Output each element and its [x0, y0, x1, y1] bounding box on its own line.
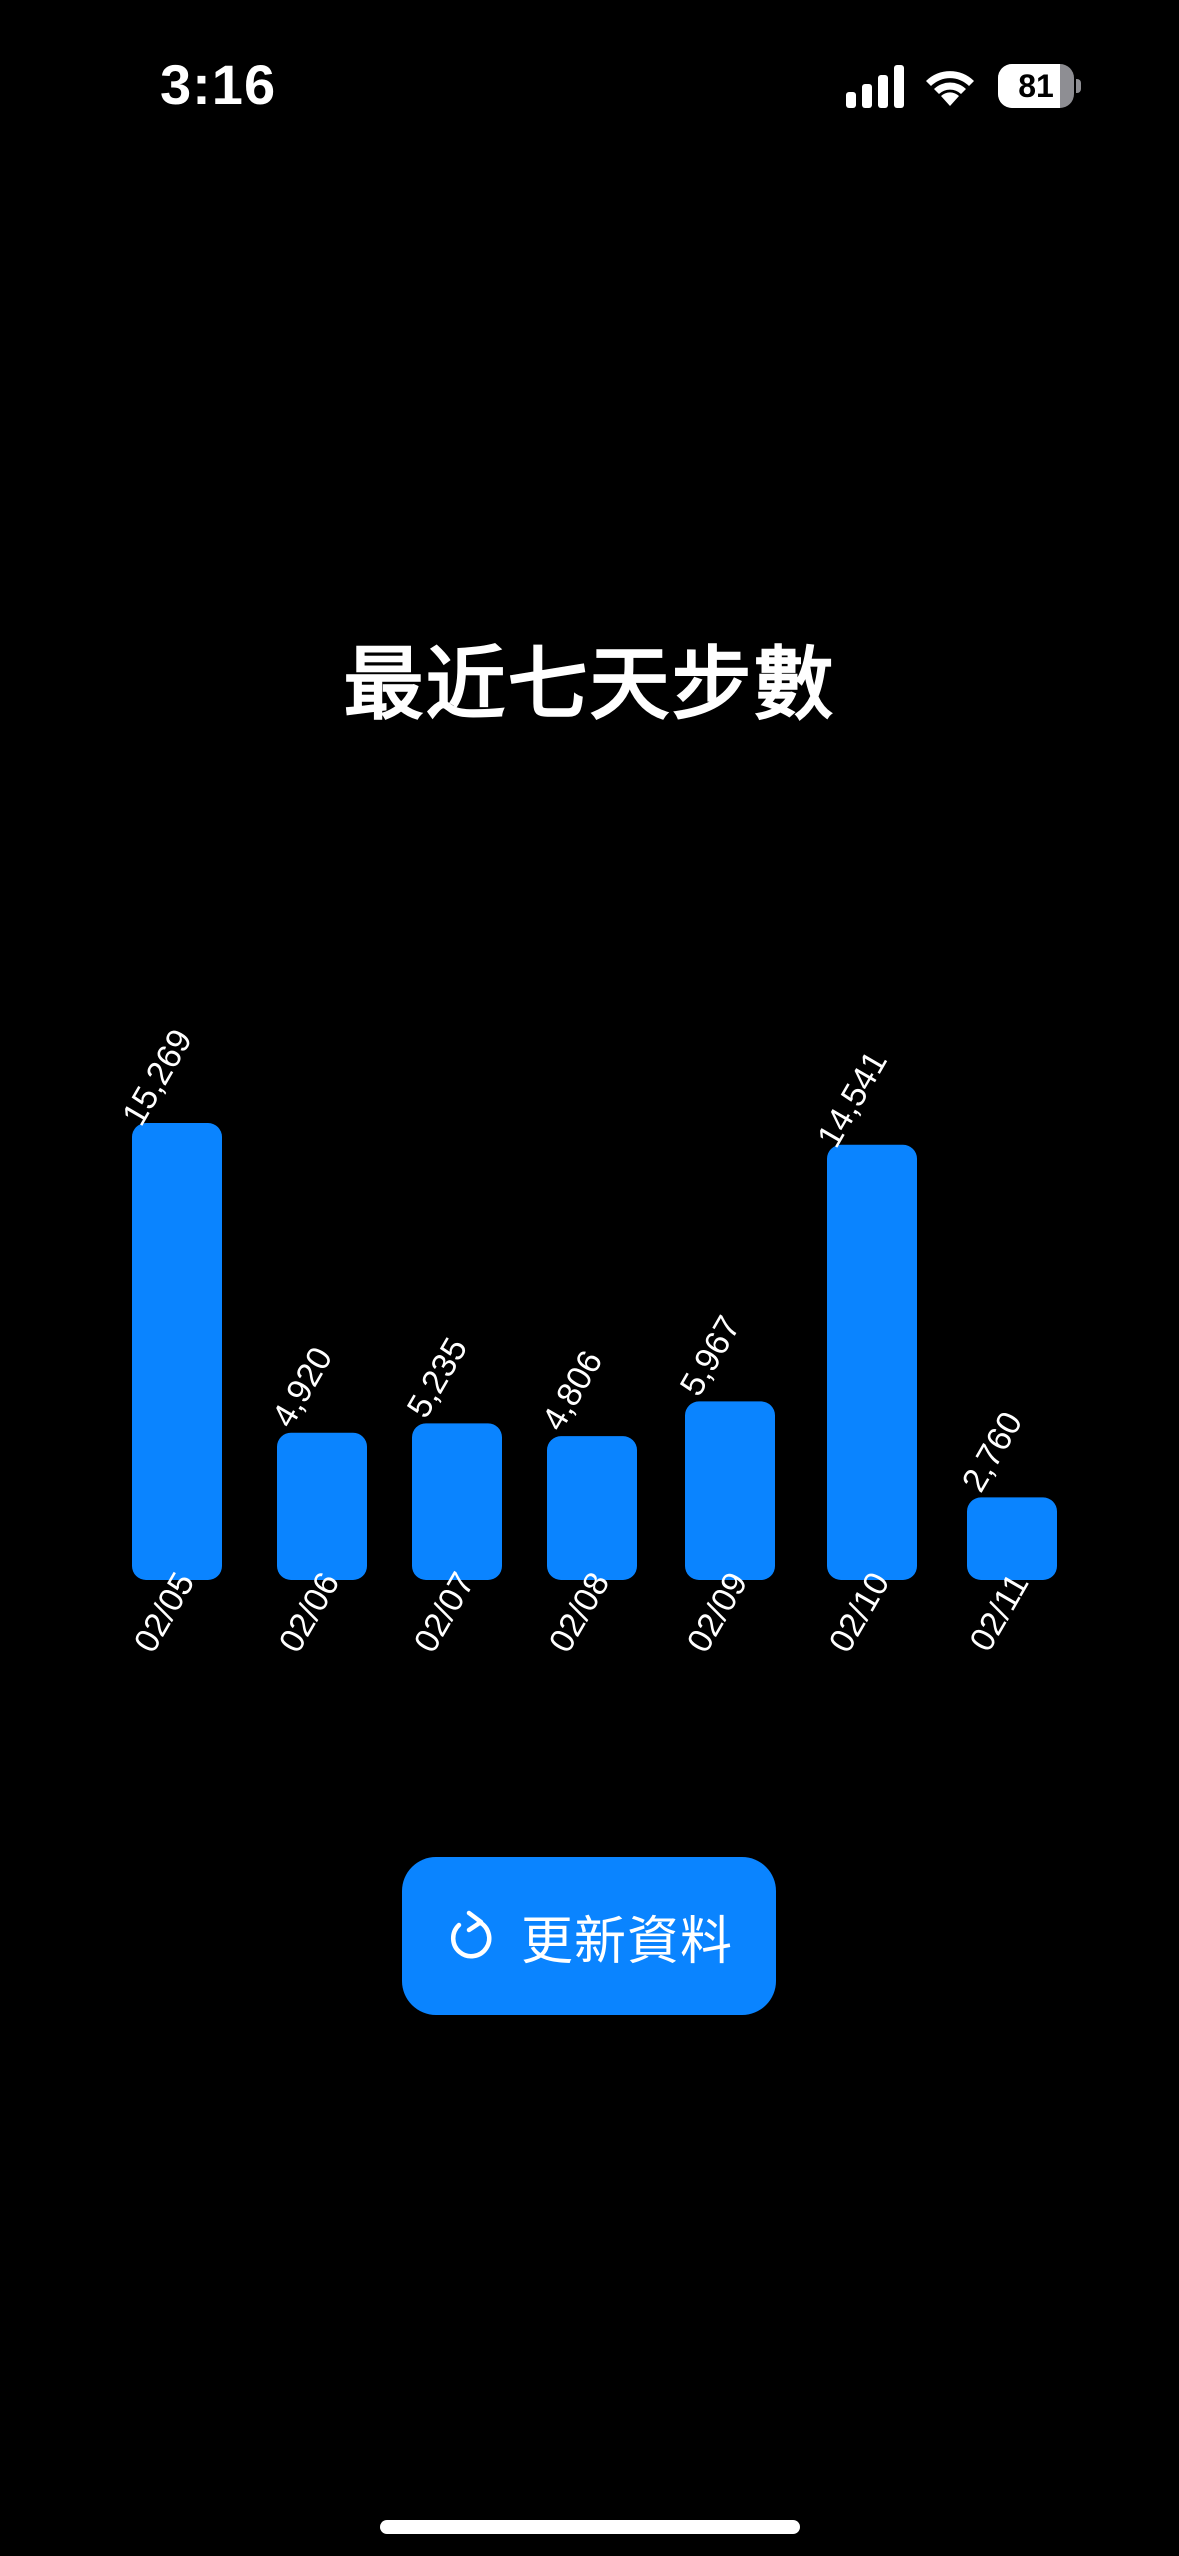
bar-02-06	[277, 1432, 367, 1580]
value-label: 4,806	[535, 1344, 610, 1437]
bar-02-05	[132, 1123, 222, 1580]
value-label: 5,235	[400, 1331, 475, 1424]
home-indicator[interactable]	[380, 2520, 800, 2534]
category-label: 02/06	[272, 1566, 347, 1659]
category-label: 02/07	[407, 1566, 482, 1659]
battery-cap	[1076, 79, 1081, 93]
value-label: 15,269	[115, 1023, 200, 1132]
refresh-icon	[450, 1910, 492, 1959]
battery-icon: 81	[998, 64, 1082, 108]
status-time: 3:16	[160, 53, 277, 116]
bar-02-10	[827, 1144, 917, 1580]
value-label: 4,920	[265, 1341, 340, 1434]
category-label: 02/11	[962, 1567, 1036, 1658]
refresh-button[interactable]: 更新資料	[402, 1857, 776, 2015]
value-label: 2,760	[955, 1406, 1030, 1499]
category-label: 02/08	[542, 1566, 617, 1659]
battery-fill	[998, 64, 1060, 108]
status-bar: 3:16 81	[0, 0, 1179, 170]
category-label: 02/10	[822, 1566, 897, 1659]
value-label: 5,967	[673, 1310, 748, 1403]
page-title: 最近七天步數	[343, 638, 836, 731]
category-label: 02/05	[127, 1566, 202, 1659]
signal-icon	[846, 65, 904, 108]
value-label: 14,541	[810, 1045, 895, 1154]
bar-02-11	[967, 1497, 1057, 1580]
battery-level: 81	[1018, 68, 1054, 104]
category-label: 02/09	[680, 1566, 755, 1659]
refresh-button-label: 更新資料	[520, 1911, 733, 1972]
battery-body: 81	[998, 64, 1074, 108]
wifi-icon	[926, 71, 974, 106]
bar-02-08	[547, 1436, 637, 1580]
bar-02-07	[412, 1423, 502, 1580]
bar-02-09	[685, 1401, 775, 1580]
